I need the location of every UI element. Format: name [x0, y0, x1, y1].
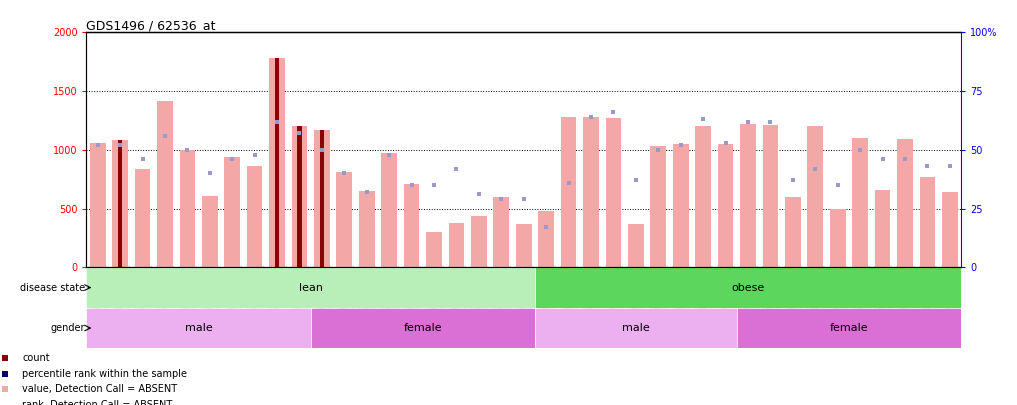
Bar	[897, 139, 913, 267]
Bar	[404, 184, 419, 267]
Bar	[535, 267, 961, 308]
Bar	[493, 197, 510, 267]
Bar	[180, 150, 195, 267]
Bar	[942, 192, 958, 267]
Bar	[157, 100, 173, 267]
Text: value, Detection Call = ABSENT: value, Detection Call = ABSENT	[22, 384, 178, 394]
Bar	[696, 126, 711, 267]
Bar	[807, 126, 823, 267]
Bar	[319, 130, 324, 267]
Bar	[292, 126, 307, 267]
Bar	[583, 117, 599, 267]
Bar	[516, 224, 532, 267]
Bar	[359, 191, 374, 267]
Bar	[651, 146, 666, 267]
Text: percentile rank within the sample: percentile rank within the sample	[22, 369, 187, 379]
Bar	[86, 308, 311, 348]
Text: disease state: disease state	[20, 283, 85, 292]
Text: lean: lean	[299, 283, 322, 292]
Bar	[337, 172, 352, 267]
Bar	[718, 144, 733, 267]
Bar	[919, 177, 936, 267]
Text: male: male	[622, 323, 650, 333]
Bar	[275, 58, 280, 267]
Bar	[629, 224, 644, 267]
Bar	[448, 223, 465, 267]
Text: female: female	[830, 323, 869, 333]
Text: count: count	[22, 353, 50, 363]
Bar	[118, 141, 122, 267]
Bar	[740, 124, 756, 267]
Text: gender: gender	[51, 323, 85, 333]
Bar	[270, 58, 285, 267]
Bar	[89, 143, 106, 267]
Bar	[202, 196, 218, 267]
Bar	[311, 308, 535, 348]
Bar	[830, 209, 845, 267]
Bar	[535, 308, 736, 348]
Text: obese: obese	[731, 283, 765, 292]
Bar	[538, 211, 554, 267]
Bar	[86, 267, 535, 308]
Bar	[134, 168, 151, 267]
Bar	[297, 126, 302, 267]
Bar	[381, 153, 397, 267]
Text: female: female	[404, 323, 442, 333]
Bar	[673, 144, 689, 267]
Bar	[314, 130, 330, 267]
Bar	[875, 190, 891, 267]
Bar	[247, 166, 262, 267]
Bar	[736, 308, 961, 348]
Bar	[471, 215, 487, 267]
Bar	[763, 125, 778, 267]
Bar	[785, 197, 800, 267]
Bar	[605, 118, 621, 267]
Bar	[426, 232, 442, 267]
Bar	[112, 141, 128, 267]
Text: GDS1496 / 62536_at: GDS1496 / 62536_at	[86, 19, 216, 32]
Text: male: male	[185, 323, 213, 333]
Bar	[560, 117, 577, 267]
Bar	[225, 157, 240, 267]
Bar	[852, 138, 868, 267]
Text: rank, Detection Call = ABSENT: rank, Detection Call = ABSENT	[22, 400, 173, 405]
